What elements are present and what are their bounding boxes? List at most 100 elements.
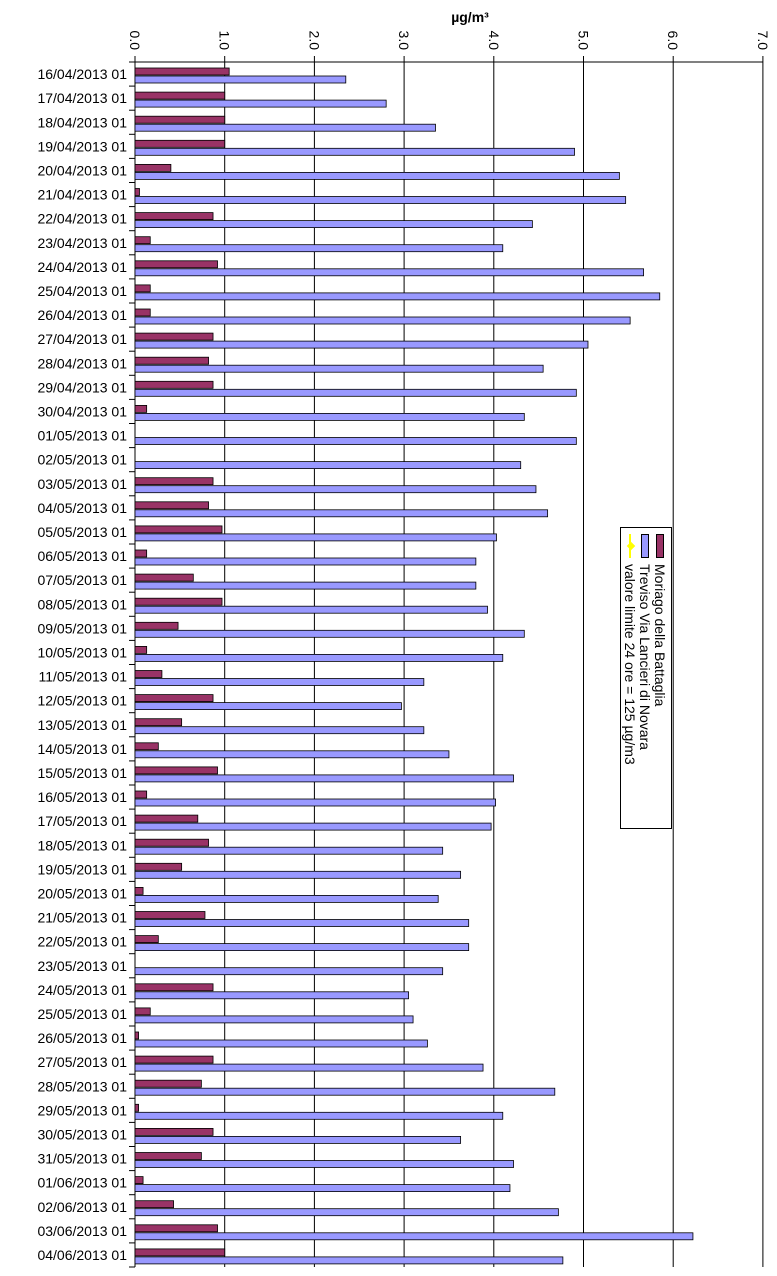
category-label: 28/04/2013 01 — [37, 355, 127, 371]
bar-moriago — [134, 1248, 226, 1257]
legend-swatch-treviso — [641, 534, 649, 558]
bar-treviso — [134, 220, 533, 229]
bar-treviso — [134, 437, 577, 445]
bar-treviso — [134, 1039, 428, 1048]
bar-moriago — [134, 525, 223, 534]
bar-treviso — [134, 388, 577, 397]
bar-treviso — [134, 1136, 462, 1144]
category-label: 21/05/2013 01 — [37, 910, 127, 926]
category-label: 26/04/2013 01 — [37, 307, 127, 323]
category-label: 19/04/2013 01 — [37, 138, 127, 154]
legend-swatch-moriago — [656, 534, 664, 558]
category-label: 24/04/2013 01 — [37, 259, 127, 275]
bar-treviso — [134, 581, 477, 590]
category-label: 04/06/2013 01 — [37, 1247, 127, 1263]
category-label: 13/05/2013 01 — [37, 717, 127, 733]
category-label: 17/05/2013 01 — [37, 813, 127, 829]
bar-treviso — [134, 412, 525, 421]
bar-moriago — [134, 983, 214, 992]
category-label: 23/04/2013 01 — [37, 235, 127, 251]
category-label: 17/04/2013 01 — [37, 90, 127, 106]
category-label: 31/05/2013 01 — [37, 1151, 127, 1167]
bar-treviso — [134, 292, 661, 301]
bar-moriago — [134, 380, 214, 389]
bar-moriago — [134, 1079, 202, 1088]
bar-moriago — [134, 260, 218, 269]
bar-moriago — [134, 790, 148, 799]
legend-label-moriago: Moriago della Battaglia — [652, 564, 668, 707]
bar-treviso — [134, 702, 402, 710]
bar-treviso — [134, 147, 575, 156]
bar-moriago — [134, 718, 183, 727]
category-label: 16/04/2013 01 — [37, 66, 127, 82]
category-label: 15/05/2013 01 — [37, 765, 127, 781]
x-tick-label: 6.0 — [665, 31, 681, 51]
legend: Moriago della Battaglia Treviso Via Lanc… — [620, 527, 672, 829]
bar-moriago — [134, 1176, 144, 1184]
bar-moriago — [134, 477, 214, 486]
bar-treviso — [134, 75, 347, 84]
category-label: 24/05/2013 01 — [37, 982, 127, 998]
bar-moriago — [134, 332, 214, 341]
x-tick-label: 4.0 — [486, 31, 502, 51]
bar-treviso — [134, 461, 522, 470]
category-label: 10/05/2013 01 — [37, 644, 127, 660]
x-tick-label: 3.0 — [396, 31, 412, 51]
bar-treviso — [134, 1063, 484, 1072]
category-label: 16/05/2013 01 — [37, 789, 127, 805]
bar-moriago — [134, 1055, 214, 1064]
bar-treviso — [134, 774, 514, 783]
category-label: 30/05/2013 01 — [37, 1126, 127, 1142]
bar-treviso — [134, 895, 439, 903]
bar-treviso — [134, 1160, 514, 1168]
category-label: 29/04/2013 01 — [37, 379, 127, 395]
bar-treviso — [134, 340, 589, 349]
bar-treviso — [134, 196, 627, 204]
bar-moriago — [134, 91, 226, 100]
category-label: 27/04/2013 01 — [37, 331, 127, 347]
category-label: 03/06/2013 01 — [37, 1223, 127, 1239]
x-tick-label: 5.0 — [576, 31, 592, 51]
x-tick-label: 1.0 — [217, 31, 233, 51]
x-tick-label: 2.0 — [306, 31, 322, 51]
bar-moriago — [134, 188, 140, 196]
bar-treviso — [134, 654, 504, 662]
bar-treviso — [134, 967, 444, 976]
bar-moriago — [134, 597, 223, 606]
bar-treviso — [134, 485, 537, 494]
bar-moriago — [134, 573, 194, 582]
bar-treviso — [134, 1015, 414, 1024]
bar-moriago — [134, 549, 148, 558]
bar-moriago — [134, 356, 209, 365]
category-label: 25/04/2013 01 — [37, 283, 127, 299]
category-label: 07/05/2013 01 — [37, 572, 127, 588]
bar-moriago — [134, 766, 218, 775]
bar-treviso — [134, 991, 409, 1000]
bar-treviso — [134, 1232, 694, 1241]
x-tick-label: 0.0 — [127, 31, 143, 51]
category-label: 21/04/2013 01 — [37, 187, 127, 203]
category-label: 19/05/2013 01 — [37, 861, 127, 877]
bar-treviso — [134, 943, 470, 951]
bar-treviso — [134, 244, 504, 253]
category-label: 05/05/2013 01 — [37, 524, 127, 540]
bar-moriago — [134, 742, 159, 751]
bar-moriago — [134, 887, 144, 895]
category-label: 22/04/2013 01 — [37, 211, 127, 227]
bar-moriago — [134, 115, 226, 124]
bar-moriago — [134, 911, 206, 919]
legend-item-moriago: Moriago della Battaglia — [652, 534, 668, 706]
bar-treviso — [134, 364, 544, 373]
category-label: 27/05/2013 01 — [37, 1054, 127, 1070]
bar-treviso — [134, 870, 462, 879]
category-label: 14/05/2013 01 — [37, 741, 127, 757]
bar-moriago — [134, 67, 230, 76]
bar-treviso — [134, 1256, 564, 1265]
bar-treviso — [134, 316, 631, 325]
category-label: 20/04/2013 01 — [37, 162, 127, 178]
bar-treviso — [134, 750, 450, 759]
bar-moriago — [134, 862, 183, 871]
category-label: 22/05/2013 01 — [37, 934, 127, 950]
bar-moriago — [134, 670, 163, 678]
